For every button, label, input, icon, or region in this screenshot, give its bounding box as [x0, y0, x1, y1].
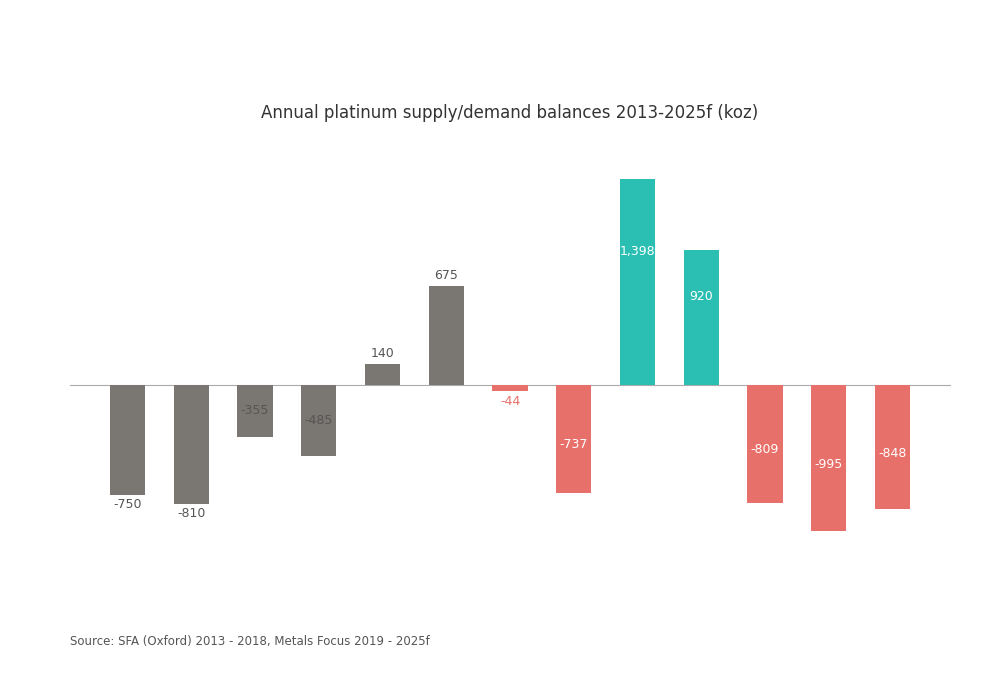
Text: 1,398: 1,398	[620, 245, 655, 258]
Bar	[110, 385, 145, 495]
Bar	[301, 385, 336, 456]
Text: -810: -810	[177, 507, 205, 520]
Bar	[429, 286, 464, 385]
Text: -485: -485	[305, 414, 333, 427]
Bar	[237, 385, 273, 437]
Title: Annual platinum supply/demand balances 2013-2025f (koz): Annual platinum supply/demand balances 2…	[261, 105, 759, 122]
Text: 675: 675	[434, 269, 458, 282]
Bar	[684, 250, 719, 385]
Text: -809: -809	[751, 443, 779, 456]
Text: -737: -737	[560, 437, 588, 451]
Text: -355: -355	[241, 404, 269, 417]
Text: 140: 140	[371, 348, 394, 360]
Bar	[492, 385, 528, 391]
Text: Source: SFA (Oxford) 2013 - 2018, Metals Focus 2019 - 2025f: Source: SFA (Oxford) 2013 - 2018, Metals…	[70, 635, 430, 648]
Bar	[811, 385, 846, 531]
Bar	[620, 180, 655, 385]
Text: -44: -44	[500, 395, 520, 408]
Bar	[174, 385, 209, 504]
Bar	[747, 385, 783, 504]
Text: -995: -995	[815, 458, 843, 472]
Bar	[365, 364, 400, 385]
Bar	[556, 385, 591, 493]
Bar	[875, 385, 910, 509]
Text: -848: -848	[878, 447, 907, 460]
Text: -750: -750	[113, 498, 142, 512]
Text: 920: 920	[689, 290, 713, 303]
